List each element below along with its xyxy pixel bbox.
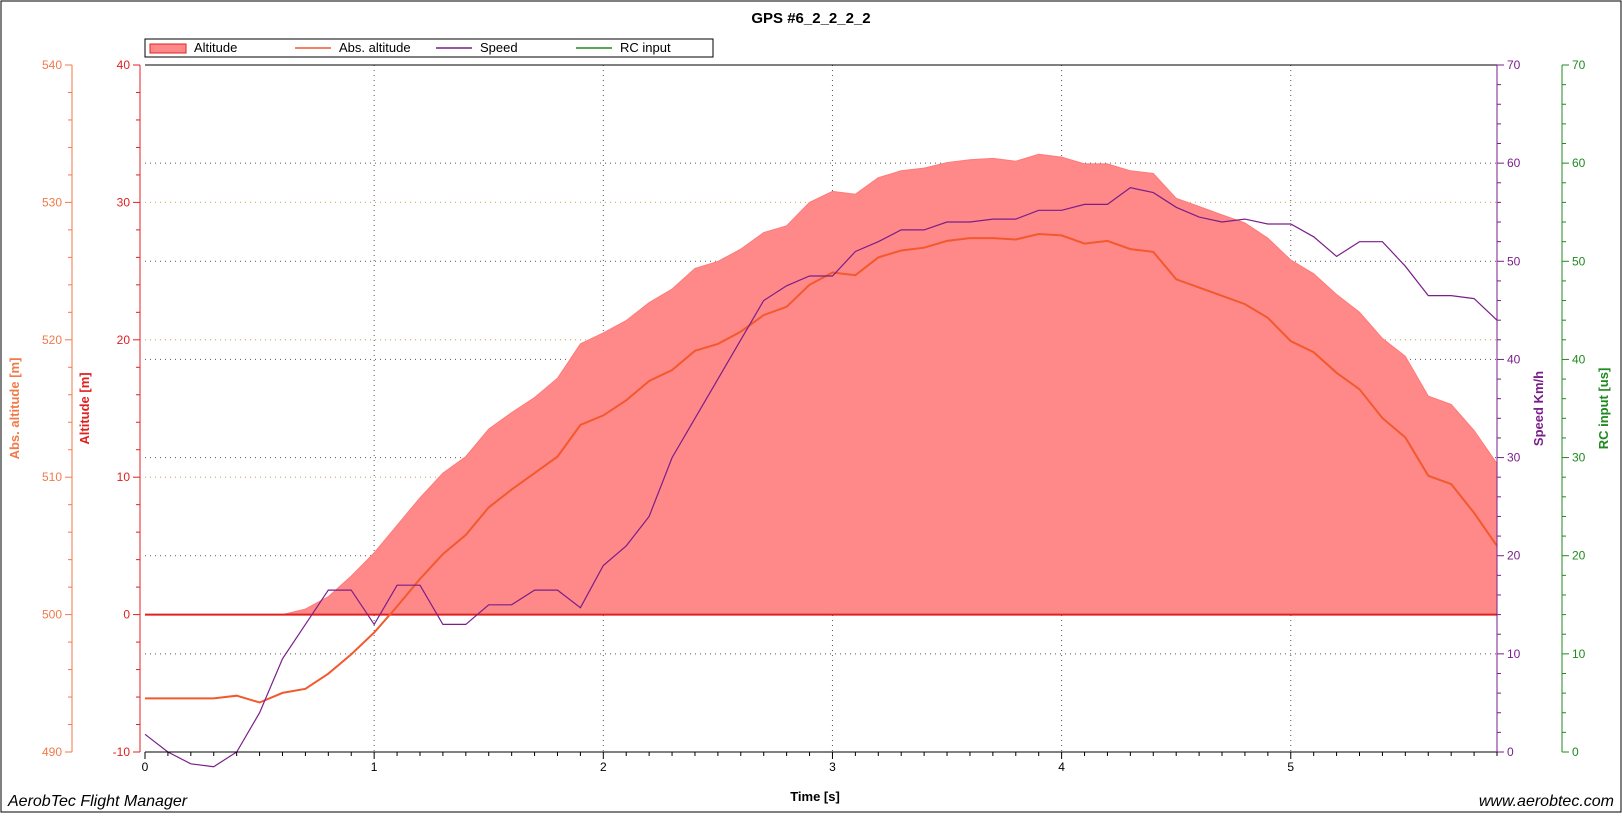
rc-tick-label: 60 [1572, 156, 1586, 170]
abs_altitude-tick-label: 540 [42, 58, 62, 72]
x-tick-label: 0 [142, 760, 149, 774]
speed-tick-label: 0 [1507, 745, 1514, 759]
x-tick-label: 5 [1287, 760, 1294, 774]
rc-tick-label: 20 [1572, 549, 1586, 563]
legend-box [144, 38, 714, 58]
rc-tick-label: 0 [1572, 745, 1579, 759]
speed-tick-label: 30 [1507, 451, 1521, 465]
footer-website: www.aerobtec.com [1479, 793, 1614, 810]
altitude-area [145, 153, 1498, 616]
legend-label-abs_altitude: Abs. altitude [339, 40, 411, 55]
abs_altitude-tick-label: 500 [42, 608, 62, 622]
chart-title: GPS #6_2_2_2_2 [751, 10, 870, 27]
legend: Altitude Abs. altitude Speed RC input [144, 38, 714, 58]
abs_altitude-tick-label: 530 [42, 195, 62, 209]
legend-swatch-altitude [149, 43, 187, 54]
legend-label-speed: Speed [480, 40, 518, 55]
abs_altitude-tick-label: 490 [42, 745, 62, 759]
x-tick-label: 3 [829, 760, 836, 774]
speed-tick-label: 20 [1507, 549, 1521, 563]
altitude-tick-label: 40 [117, 58, 131, 72]
altitude-tick-label: 0 [123, 608, 130, 622]
plot-frame [145, 64, 1497, 753]
speed-series-line [144, 187, 1498, 768]
rc-tick-label: 40 [1572, 352, 1586, 366]
altitude-axis-label: Altitude [m] [77, 372, 92, 444]
speed-axis-label: Speed Km/h [1531, 371, 1546, 446]
x-tick-label: 2 [600, 760, 607, 774]
x-axis-label: Time [s] [790, 789, 840, 804]
rc-axis-label: RC input [us] [1596, 368, 1611, 450]
speed-tick-label: 70 [1507, 58, 1521, 72]
x-tick-label: 1 [371, 760, 378, 774]
abs_altitude-axis-label: Abs. altitude [m] [7, 358, 22, 460]
rc-tick-label: 50 [1572, 254, 1586, 268]
speed-tick-label: 60 [1507, 156, 1521, 170]
legend-label-rc: RC input [620, 40, 671, 55]
area-layer [145, 153, 1498, 616]
speed-tick-label: 10 [1507, 647, 1521, 661]
altitude-tick-label: 10 [117, 470, 131, 484]
x-tick-label: 4 [1058, 760, 1065, 774]
legend-label-altitude: Altitude [194, 40, 237, 55]
altitude-tick-label: 20 [117, 333, 131, 347]
abs_altitude-tick-label: 520 [42, 333, 62, 347]
abs_altitude-tick-label: 510 [42, 470, 62, 484]
footer-app-name: AerobTec Flight Manager [7, 793, 188, 810]
abs_altitude-series-line [145, 232, 1498, 704]
altitude-tick-label: 30 [117, 195, 131, 209]
rc-tick-label: 30 [1572, 451, 1586, 465]
rc-tick-label: 10 [1572, 647, 1586, 661]
speed-tick-label: 40 [1507, 352, 1521, 366]
altitude-tick-label: -10 [113, 745, 131, 759]
rc-tick-label: 70 [1572, 58, 1586, 72]
speed-tick-label: 50 [1507, 254, 1521, 268]
line-layer [144, 187, 1498, 768]
